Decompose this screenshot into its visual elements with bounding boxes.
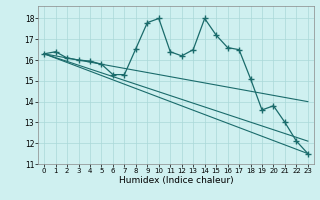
X-axis label: Humidex (Indice chaleur): Humidex (Indice chaleur) <box>119 176 233 185</box>
